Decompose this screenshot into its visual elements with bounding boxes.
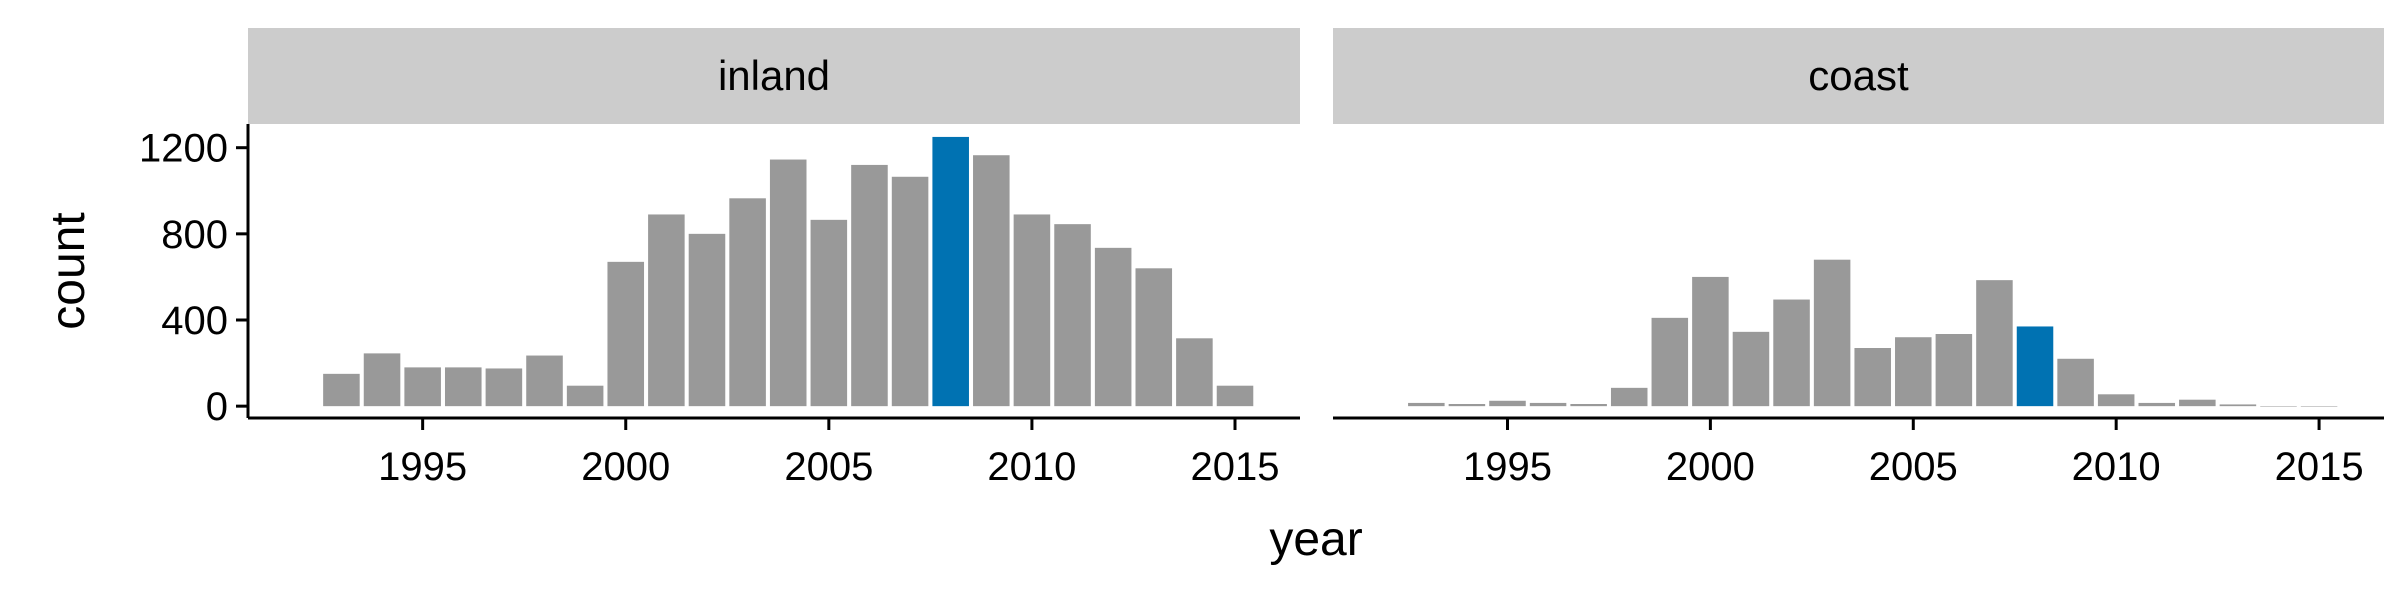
- bar-coast-2009: [2057, 358, 2094, 407]
- bar-inland-2006: [851, 164, 888, 407]
- bars-inland: [323, 136, 1254, 407]
- bar-coast-1998: [1610, 387, 1648, 407]
- bar-coast-2001: [1732, 331, 1770, 407]
- facet-panel-coast: coast 1995 2000 2005 2010 2015: [1333, 28, 2384, 489]
- bar-inland-1995: [404, 367, 441, 407]
- y-tick-label: 800: [161, 213, 228, 257]
- bar-inland-1999: [566, 385, 604, 407]
- bar-inland-2015: [1216, 385, 1254, 407]
- bar-inland-1993: [323, 373, 360, 407]
- bars-coast: [1408, 259, 2338, 407]
- bar-coast-2005: [1895, 337, 1932, 407]
- bar-coast-2004: [1854, 348, 1891, 407]
- y-ticks: 0 400 800 1200: [139, 127, 248, 429]
- x-tick-label: 2015: [1191, 445, 1280, 489]
- facet-panel-inland: inland 1995 2000 2005 2010 2015 0 400 800 1200: [139, 28, 1300, 489]
- facet-label-inland: inland: [718, 52, 830, 99]
- bar-coast-2012: [2179, 399, 2216, 407]
- bar-inland-2010: [1013, 214, 1051, 407]
- bar-inland-2011: [1054, 224, 1091, 407]
- bar-inland-2014: [1176, 338, 1213, 407]
- bar-inland-2013: [1135, 268, 1173, 407]
- bar-inland-2001: [648, 214, 685, 407]
- bar-coast-2000: [1692, 276, 1729, 407]
- x-tick-label: 1995: [378, 445, 467, 489]
- bar-coast-1993: [1408, 402, 1445, 407]
- bar-inland-2002: [688, 233, 726, 407]
- x-ticks-coast: 1995 2000 2005 2010 2015: [1463, 418, 2364, 489]
- bar-coast-1996: [1529, 402, 1567, 407]
- bar-inland-1997: [485, 368, 523, 407]
- x-tick-label: 2005: [1869, 445, 1958, 489]
- bar-inland-1994: [363, 353, 401, 407]
- bar-coast-2008: [2016, 326, 2054, 407]
- x-tick-label: 2005: [784, 445, 873, 489]
- bar-inland-2012: [1094, 247, 1132, 407]
- bar-inland-2004: [769, 159, 807, 407]
- x-tick-label: 2010: [2072, 445, 2161, 489]
- y-axis-title: count: [42, 212, 95, 329]
- bar-inland-2009: [973, 155, 1010, 407]
- bar-coast-2014: [2260, 406, 2297, 407]
- bar-coast-2007: [1976, 280, 2013, 407]
- bar-coast-2010: [2097, 394, 2135, 407]
- x-ticks-inland: 1995 2000 2005 2010 2015: [378, 418, 1280, 489]
- x-tick-label: 1995: [1463, 445, 1552, 489]
- facet-strip-inland: [248, 28, 1300, 124]
- bar-inland-1996: [444, 367, 482, 407]
- y-tick-label: 1200: [139, 127, 228, 171]
- bar-coast-2002: [1773, 299, 1810, 407]
- bar-coast-1994: [1448, 404, 1486, 407]
- bar-inland-2000: [607, 261, 645, 407]
- bar-coast-2013: [2219, 404, 2257, 407]
- bar-inland-2003: [729, 198, 766, 407]
- bar-inland-2005: [810, 219, 848, 407]
- x-tick-label: 2000: [1666, 445, 1755, 489]
- y-tick-label: 0: [206, 385, 228, 429]
- bar-inland-1998: [526, 355, 563, 407]
- bar-inland-2008: [932, 136, 969, 407]
- bar-coast-2006: [1935, 334, 1973, 407]
- x-tick-label: 2015: [2275, 445, 2364, 489]
- bar-inland-2007: [891, 176, 929, 407]
- bar-coast-2015: [2300, 406, 2338, 407]
- bar-coast-1999: [1651, 317, 1689, 407]
- y-tick-label: 400: [161, 299, 228, 343]
- bar-coast-2011: [2138, 402, 2176, 407]
- bar-coast-1997: [1570, 404, 1607, 407]
- x-axis-title: year: [1269, 513, 1362, 566]
- facet-strip-coast: [1333, 28, 2384, 124]
- bar-coast-1995: [1489, 400, 1526, 407]
- x-tick-label: 2000: [581, 445, 670, 489]
- x-tick-label: 2010: [987, 445, 1076, 489]
- bar-coast-2003: [1813, 259, 1851, 407]
- facet-label-coast: coast: [1808, 52, 1909, 99]
